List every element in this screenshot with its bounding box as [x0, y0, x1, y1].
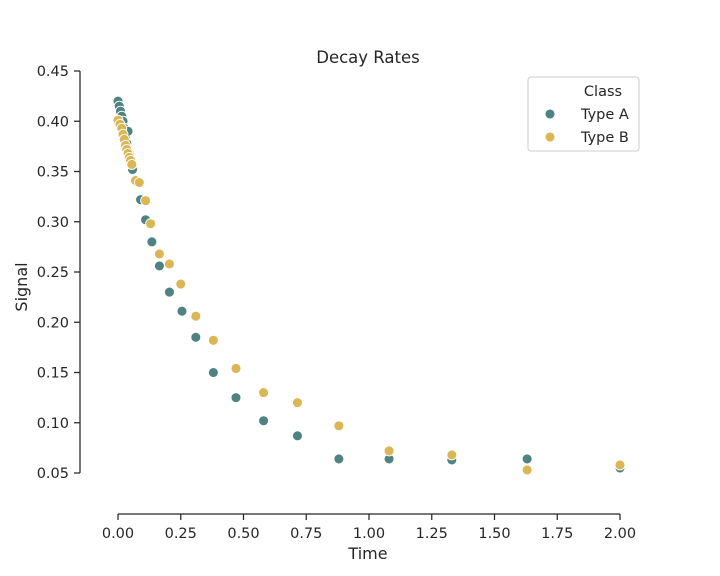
y-axis-title: Signal — [12, 262, 31, 311]
legend-title: Class — [584, 84, 622, 100]
data-point — [164, 258, 175, 270]
data-point — [258, 387, 270, 399]
chart-title: Decay Rates — [316, 48, 419, 67]
data-point — [521, 453, 533, 465]
x-axis: 0.00 0.25 0.50 0.75 1.00 1.25 1.50 1.75 2.00 — [102, 513, 636, 542]
data-point — [333, 420, 345, 432]
data-point — [207, 334, 219, 346]
series-0 — [112, 95, 626, 474]
y-tick-label: 0.05 — [37, 466, 69, 482]
legend-marker — [544, 131, 556, 143]
data-point — [126, 159, 138, 170]
y-tick-label: 0.10 — [37, 416, 69, 432]
data-point — [146, 236, 158, 248]
data-point — [176, 305, 188, 317]
y-axis: 0.05 0.10 0.15 0.20 0.25 0.30 0.35 0.40 0.45 — [37, 64, 81, 482]
x-tick-label: 1.00 — [353, 526, 385, 542]
data-point — [230, 392, 242, 404]
y-tick-label: 0.40 — [37, 114, 69, 130]
x-tick-label: 1.50 — [478, 526, 510, 542]
y-tick-label: 0.20 — [37, 315, 69, 331]
data-point — [140, 195, 152, 207]
x-axis-title: Time — [347, 544, 387, 563]
data-point — [614, 459, 626, 471]
data-point — [164, 286, 175, 298]
x-tick-label: 0.75 — [290, 526, 322, 542]
data-point — [383, 445, 395, 457]
y-tick-label: 0.25 — [37, 265, 69, 281]
data-point — [446, 449, 458, 461]
data-point — [230, 363, 242, 374]
data-point — [292, 397, 303, 409]
data-point — [207, 367, 219, 378]
data-point — [175, 278, 187, 290]
y-tick-label: 0.15 — [37, 366, 69, 382]
data-point — [190, 310, 202, 322]
legend-frame — [527, 76, 640, 152]
x-tick-label: 1.25 — [416, 526, 448, 542]
x-tick-label: 0.25 — [165, 526, 197, 542]
y-tick-label: 0.35 — [37, 165, 69, 181]
data-point — [258, 415, 270, 427]
legend-items: Type A Type B — [544, 107, 629, 146]
legend-marker — [544, 108, 556, 120]
x-tick-label: 0.50 — [227, 526, 259, 542]
data-point — [133, 177, 145, 189]
data-point — [333, 453, 345, 465]
series-1 — [112, 114, 626, 476]
data-point — [145, 218, 157, 230]
legend-label: Type A — [580, 107, 629, 123]
data-point — [292, 430, 303, 442]
data-point — [153, 248, 165, 260]
y-tick-label: 0.45 — [37, 64, 69, 80]
data-point — [153, 260, 165, 272]
data-point — [521, 464, 533, 476]
x-tick-label: 0.00 — [102, 526, 134, 542]
legend-label: Type B — [580, 130, 629, 146]
data-point — [190, 331, 202, 343]
x-tick-label: 2.00 — [604, 526, 636, 542]
legend: Class Type A Type B — [527, 76, 640, 152]
y-tick-label: 0.30 — [37, 215, 69, 231]
x-tick-label: 1.75 — [541, 526, 573, 542]
data-points — [112, 95, 626, 476]
